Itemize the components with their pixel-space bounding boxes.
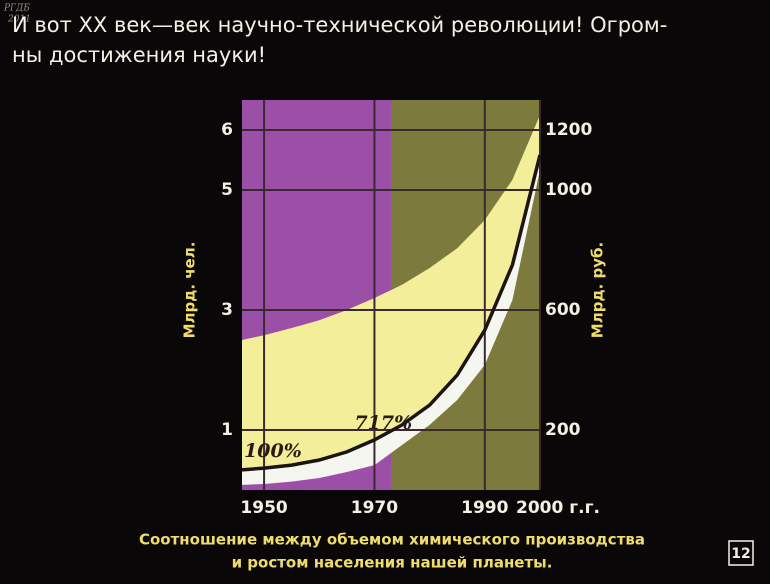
chemical-line	[241, 154, 542, 472]
x-tick-label: 1990	[461, 498, 508, 518]
y-axis-label: Млрд. чел.	[181, 242, 199, 339]
y2-tick-label: 600	[545, 300, 581, 320]
y2-axis-label: Млрд. руб.	[589, 242, 607, 338]
y-tick-label: 1	[221, 420, 233, 440]
y-tick-label: 3	[221, 300, 233, 320]
x-tick-label: 1950	[240, 498, 287, 518]
title: ны достижения науки!	[12, 43, 266, 67]
caption: и ростом населения нашей планеты.	[232, 554, 553, 572]
annotation: 100%	[244, 440, 302, 462]
page-box	[728, 540, 754, 566]
title: И вот XX век—век научно-технической рево…	[12, 13, 667, 37]
page-number: 12	[731, 546, 750, 562]
watermark: РГДБ	[3, 4, 30, 14]
caption: Соотношение между объемом химического пр…	[139, 531, 645, 549]
y2-tick-label: 1000	[545, 180, 592, 200]
y-tick-label: 6	[221, 120, 233, 140]
y-tick-label: 5	[221, 180, 233, 200]
x-tick-label: 1970	[351, 498, 398, 518]
watermark: 2011	[7, 15, 31, 25]
y2-tick-label: 1200	[545, 120, 592, 140]
y2-tick-label: 200	[545, 420, 581, 440]
population-area	[242, 115, 540, 470]
x-tick-label: 2000 г.г.	[516, 498, 600, 518]
annotation: 717%	[354, 412, 412, 434]
